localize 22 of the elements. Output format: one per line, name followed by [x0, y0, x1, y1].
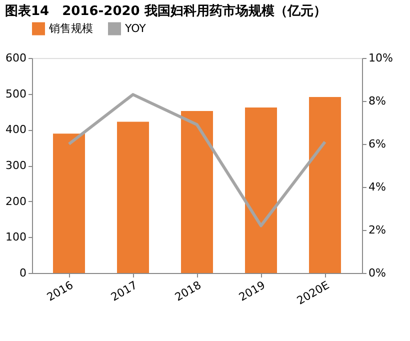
- line-series: [68, 93, 326, 228]
- y-tick-label: 400: [6, 123, 26, 136]
- legend-label: 销售规模: [48, 22, 93, 35]
- legend-label: YOY: [124, 22, 146, 35]
- bar: [309, 97, 341, 273]
- y-tick-label: 200: [6, 194, 26, 208]
- y2-tick-label: 6%: [368, 138, 386, 150]
- y2-tick-label: 2%: [368, 224, 386, 236]
- y-tick-label: 300: [6, 159, 26, 172]
- bar: [117, 122, 149, 273]
- chart-title: 图表14 2016-2020 我国妇科用药市场规模（亿元）: [5, 3, 326, 19]
- bar: [245, 107, 277, 273]
- y-tick-label: 500: [6, 87, 26, 100]
- y-tick-label: 0: [20, 266, 26, 280]
- bar: [181, 111, 213, 273]
- bar: [53, 134, 85, 273]
- y2-tick-label: 8%: [368, 94, 386, 108]
- y2-tick-label: 10%: [368, 52, 393, 64]
- y-tick-label: 100: [6, 230, 26, 244]
- y-tick-label: 600: [6, 52, 26, 64]
- y2-tick-label: 0%: [368, 266, 386, 280]
- y2-tick-label: 4%: [368, 180, 386, 194]
